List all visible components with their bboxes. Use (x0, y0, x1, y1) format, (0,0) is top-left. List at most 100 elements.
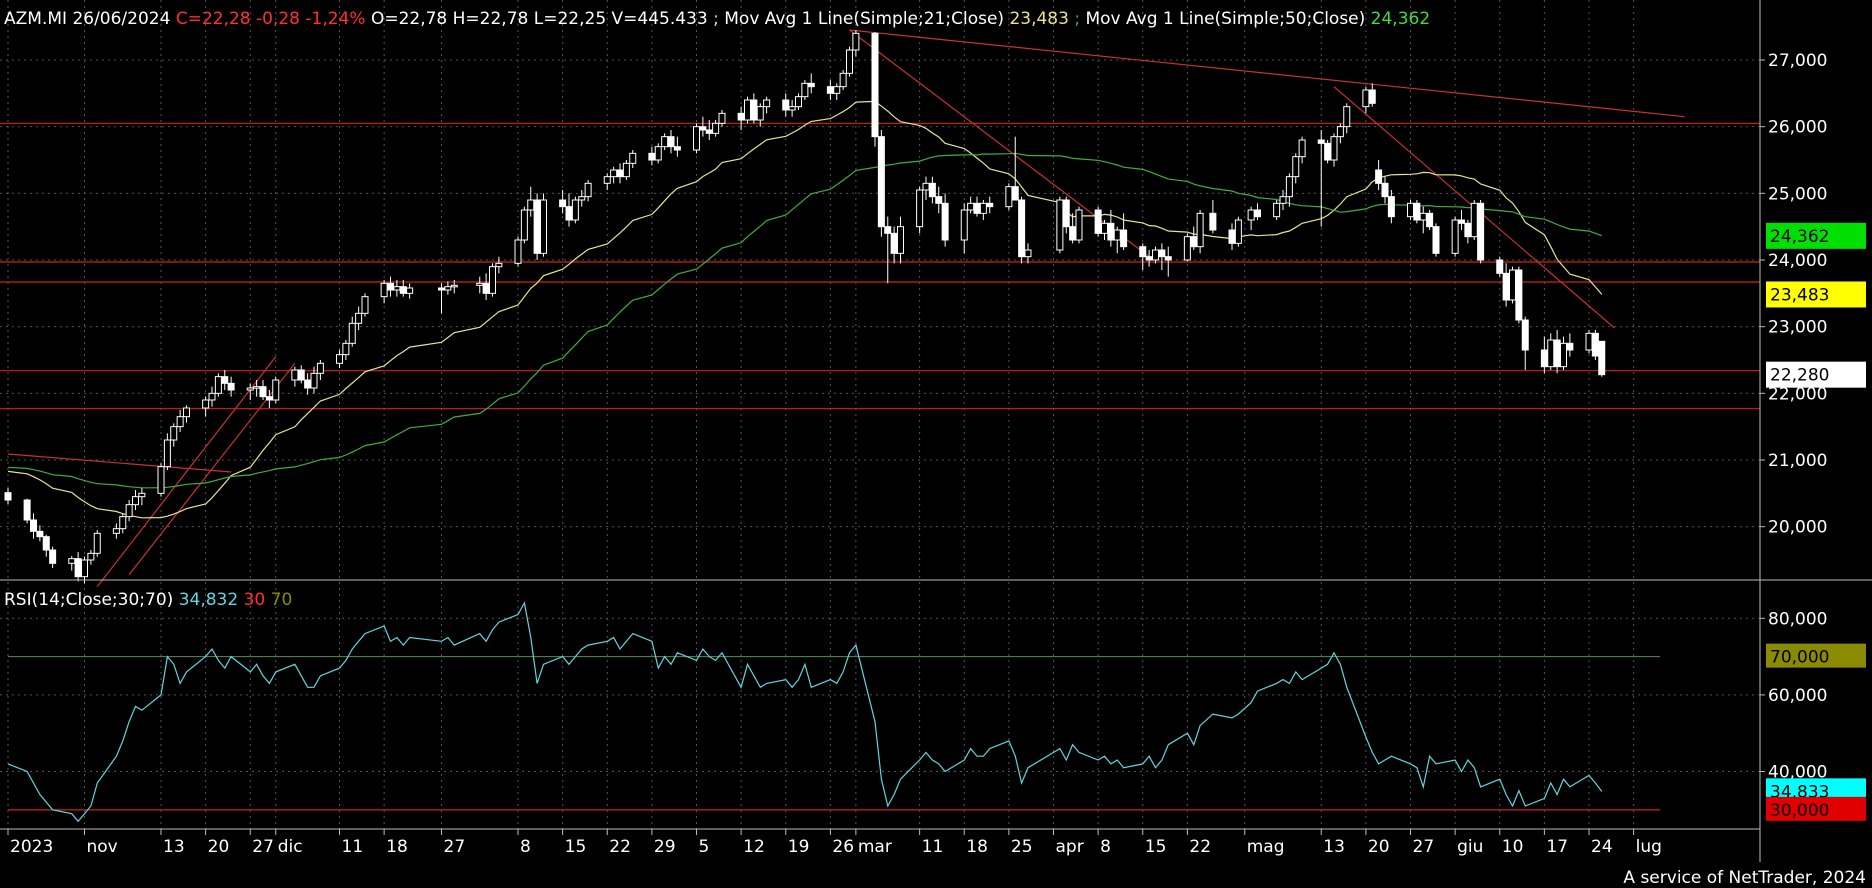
candle-body (744, 99, 751, 121)
candle (533, 193, 541, 260)
ma50-value: 24,362 (1371, 9, 1430, 29)
candle-body (565, 206, 573, 221)
candle (170, 423, 178, 447)
candle-body (1324, 142, 1332, 161)
candle-body (667, 136, 675, 148)
candle-body (629, 152, 637, 164)
candle-body (1451, 219, 1459, 254)
candle-body (489, 266, 496, 294)
candle-body (316, 362, 324, 374)
candle-body (214, 376, 222, 394)
sep-1: ; (713, 9, 719, 29)
candle-body (1585, 332, 1593, 351)
candle (871, 32, 879, 147)
candle-body (922, 182, 930, 191)
candle (1094, 206, 1102, 237)
candle-body (673, 146, 681, 151)
candle-body (1591, 332, 1599, 357)
candle (928, 176, 936, 204)
candle-body (1285, 176, 1293, 198)
candle (297, 365, 305, 384)
candle-body (1139, 246, 1147, 258)
candle-body (1368, 89, 1376, 104)
ohlcv: O=22,78 H=22,78 L=22,25 V=445.433 (371, 9, 708, 29)
candle-body (571, 199, 579, 221)
candle (897, 216, 904, 264)
candle-body (482, 282, 490, 294)
candle-body (1477, 202, 1485, 261)
candle (979, 200, 987, 220)
price-tick-label: 22,000 (1768, 384, 1827, 404)
candle (336, 350, 343, 368)
candle (540, 193, 547, 257)
candle (1234, 216, 1242, 247)
candle-body (610, 169, 618, 178)
candle-body (871, 32, 879, 138)
candle-body (1273, 202, 1281, 218)
time-tick-label: 18 (966, 837, 988, 857)
candle-body (1598, 340, 1606, 376)
candle (1336, 123, 1344, 144)
candle (514, 236, 522, 267)
candle-body (514, 239, 522, 264)
candle-body (622, 162, 630, 178)
candle-body (1254, 209, 1261, 218)
candle (157, 463, 165, 497)
rsi-high: 70 (271, 590, 293, 610)
candle-body (890, 232, 898, 254)
candle (571, 196, 579, 224)
symbol: AZM.MI (4, 9, 67, 29)
time-tick-label: 19 (788, 837, 810, 857)
candle-body (393, 286, 401, 291)
candle-body (935, 196, 943, 204)
candle-body (852, 32, 860, 51)
moving-averages (7, 100, 1603, 519)
candle (1591, 330, 1599, 360)
candle (1120, 213, 1128, 250)
candle (795, 93, 802, 110)
candle-body (170, 426, 178, 441)
candle-body (1413, 202, 1421, 221)
rsi-tick-label: 80,000 (1768, 609, 1827, 629)
trendline (849, 29, 1685, 118)
candle-body (387, 282, 394, 291)
candle-body (1432, 226, 1440, 254)
candle (1062, 196, 1070, 234)
candle-body (559, 199, 567, 208)
time-tick-label: 29 (654, 837, 676, 857)
candle (355, 306, 363, 330)
price-tick-label: 20,000 (1768, 518, 1827, 538)
candle-body (1234, 219, 1242, 244)
rsi-axis: 40,000 60,000 80,000 (1760, 609, 1827, 783)
candle (202, 396, 210, 417)
candle-body (897, 226, 904, 254)
candle (520, 206, 528, 244)
candle-body (68, 558, 76, 564)
candle (450, 280, 458, 294)
candle (986, 196, 994, 214)
candle-body (520, 209, 528, 241)
time-tick-label: apr (1056, 837, 1084, 857)
candle (1324, 140, 1332, 164)
candle (1585, 330, 1593, 354)
candle (316, 360, 324, 380)
candle-body (527, 199, 535, 211)
candle (1496, 256, 1504, 277)
candle-body (1190, 236, 1198, 248)
candle-body (74, 558, 82, 578)
price-axis: 20,000 21,000 22,000 23,000 24,000 25,000 26,0… (1760, 51, 1827, 538)
candle-body (1247, 209, 1255, 221)
candle-body (1470, 202, 1478, 238)
candle-body (259, 386, 267, 398)
candle (884, 216, 892, 284)
candle (1317, 130, 1325, 227)
time-tick-label: 13 (1323, 837, 1345, 857)
rsi-lines (7, 601, 1603, 823)
candle-body (884, 226, 892, 234)
candle (1407, 200, 1414, 220)
time-tick-label: lug (1636, 837, 1662, 857)
candle-body (336, 354, 343, 364)
candle (208, 386, 216, 407)
candle-body (967, 202, 975, 211)
